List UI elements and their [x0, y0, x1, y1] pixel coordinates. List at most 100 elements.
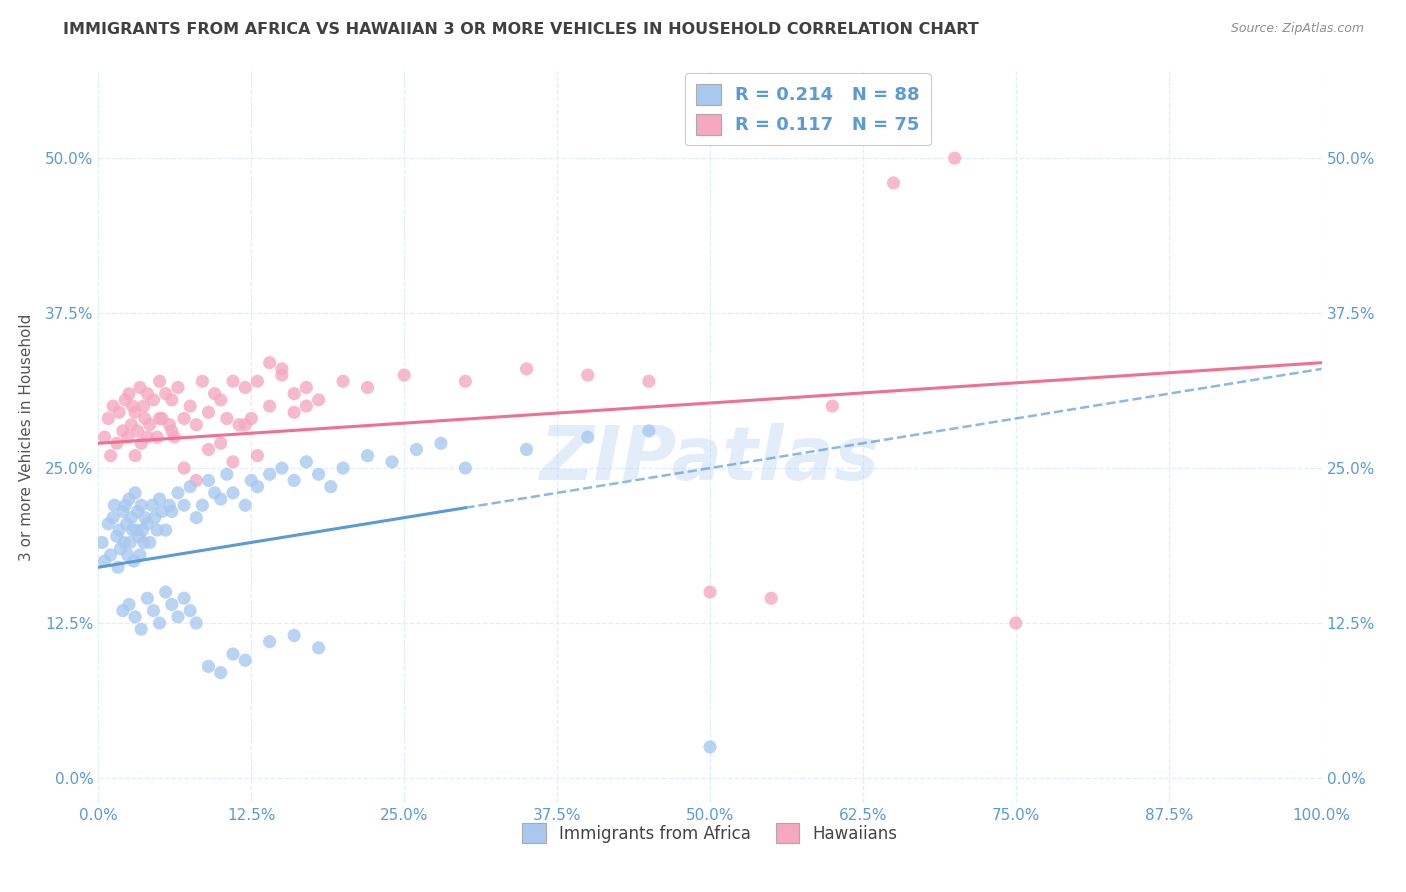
- Point: [233, 380, 256, 394]
- Point: [111, 504, 134, 518]
- Point: [186, 417, 208, 432]
- Point: [115, 516, 138, 531]
- Point: [240, 411, 263, 425]
- Point: [129, 498, 152, 512]
- Point: [240, 474, 263, 488]
- Legend: Immigrants from Africa, Hawaiians: Immigrants from Africa, Hawaiians: [516, 817, 904, 849]
- Point: [114, 498, 136, 512]
- Point: [308, 640, 330, 655]
- Point: [108, 523, 131, 537]
- Point: [139, 417, 162, 432]
- Point: [173, 461, 195, 475]
- Point: [160, 392, 183, 407]
- Point: [149, 411, 172, 425]
- Point: [91, 535, 114, 549]
- Point: [149, 615, 172, 630]
- Point: [101, 399, 124, 413]
- Point: [124, 449, 146, 463]
- Point: [150, 504, 173, 518]
- Point: [173, 591, 195, 606]
- Point: [131, 523, 153, 537]
- Point: [134, 411, 156, 425]
- Point: [120, 510, 142, 524]
- Point: [117, 430, 139, 444]
- Point: [122, 554, 145, 568]
- Point: [129, 622, 152, 636]
- Point: [209, 436, 232, 450]
- Point: [283, 386, 305, 401]
- Point: [259, 467, 281, 482]
- Point: [246, 449, 269, 463]
- Point: [108, 405, 131, 419]
- Point: [1004, 615, 1026, 630]
- Point: [134, 510, 156, 524]
- Point: [127, 504, 149, 518]
- Point: [97, 516, 120, 531]
- Point: [699, 739, 721, 754]
- Point: [222, 647, 245, 661]
- Point: [308, 392, 330, 407]
- Point: [209, 392, 232, 407]
- Point: [124, 610, 146, 624]
- Point: [173, 411, 195, 425]
- Point: [127, 424, 149, 438]
- Point: [111, 604, 134, 618]
- Point: [103, 498, 125, 512]
- Point: [454, 374, 477, 388]
- Text: ZIPatlas: ZIPatlas: [540, 423, 880, 496]
- Point: [146, 430, 169, 444]
- Point: [136, 430, 159, 444]
- Point: [186, 615, 208, 630]
- Point: [186, 510, 208, 524]
- Point: [149, 374, 172, 388]
- Point: [356, 449, 378, 463]
- Point: [295, 399, 318, 413]
- Point: [637, 424, 661, 438]
- Point: [233, 417, 256, 432]
- Point: [270, 362, 294, 376]
- Point: [141, 498, 163, 512]
- Point: [215, 411, 238, 425]
- Point: [454, 461, 477, 475]
- Point: [110, 541, 132, 556]
- Point: [157, 417, 180, 432]
- Point: [107, 560, 129, 574]
- Point: [943, 151, 966, 165]
- Point: [100, 548, 122, 562]
- Point: [179, 480, 201, 494]
- Point: [125, 523, 148, 537]
- Point: [356, 380, 378, 394]
- Point: [319, 480, 342, 494]
- Point: [179, 604, 201, 618]
- Point: [117, 548, 139, 562]
- Point: [699, 585, 721, 599]
- Point: [97, 411, 120, 425]
- Point: [270, 461, 294, 475]
- Point: [129, 436, 152, 450]
- Point: [576, 430, 599, 444]
- Point: [516, 442, 538, 457]
- Point: [160, 598, 183, 612]
- Point: [132, 535, 155, 549]
- Point: [222, 486, 245, 500]
- Point: [179, 399, 201, 413]
- Point: [430, 436, 453, 450]
- Point: [121, 523, 143, 537]
- Point: [124, 486, 146, 500]
- Point: [405, 442, 427, 457]
- Point: [295, 455, 318, 469]
- Point: [142, 604, 165, 618]
- Point: [186, 474, 208, 488]
- Point: [246, 374, 269, 388]
- Point: [191, 374, 214, 388]
- Point: [295, 380, 318, 394]
- Point: [283, 405, 305, 419]
- Point: [118, 386, 141, 401]
- Point: [155, 523, 177, 537]
- Point: [332, 461, 354, 475]
- Point: [259, 399, 281, 413]
- Point: [163, 430, 186, 444]
- Point: [228, 417, 250, 432]
- Point: [155, 386, 177, 401]
- Point: [132, 399, 155, 413]
